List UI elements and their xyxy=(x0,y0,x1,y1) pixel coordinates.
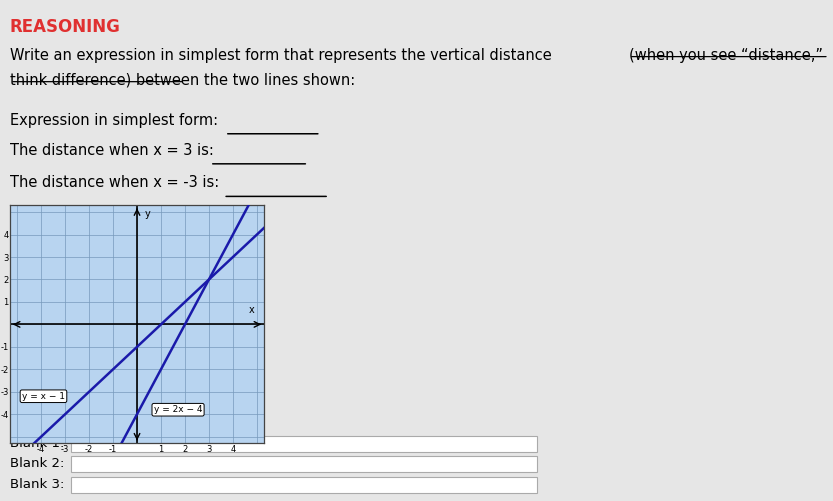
Text: REASONING: REASONING xyxy=(10,18,121,36)
Text: Write an expression in simplest form that represents the vertical distance: Write an expression in simplest form tha… xyxy=(10,48,556,63)
Text: Expression in simplest form:: Expression in simplest form: xyxy=(10,113,218,128)
Text: The distance when x = -3 is:: The distance when x = -3 is: xyxy=(10,175,219,190)
Text: The distance when x = 3 is:: The distance when x = 3 is: xyxy=(10,143,214,158)
FancyBboxPatch shape xyxy=(71,477,537,493)
Text: Blank 1:: Blank 1: xyxy=(10,437,64,450)
Text: (when you see “distance,”: (when you see “distance,” xyxy=(629,48,823,63)
Text: y = 2x − 4: y = 2x − 4 xyxy=(154,405,202,414)
Text: y = x − 1: y = x − 1 xyxy=(22,392,65,401)
Text: Blank 2:: Blank 2: xyxy=(10,457,64,470)
Text: Blank 3:: Blank 3: xyxy=(10,478,64,491)
Text: think difference) between the two lines shown:: think difference) between the two lines … xyxy=(10,73,355,88)
FancyBboxPatch shape xyxy=(71,436,537,452)
Text: y: y xyxy=(144,209,150,219)
FancyBboxPatch shape xyxy=(71,456,537,472)
Text: x: x xyxy=(249,306,255,316)
